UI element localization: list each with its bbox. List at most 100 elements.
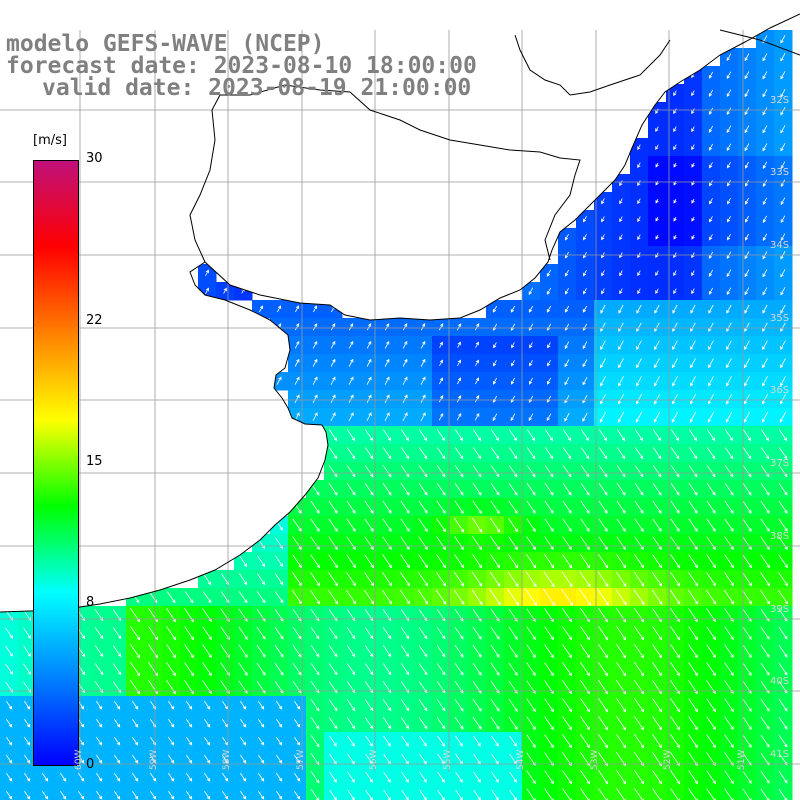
wind-arrow [670, 626, 680, 641]
wind-cell [486, 786, 505, 800]
wind-arrow [276, 376, 282, 385]
wind-arrow [420, 323, 426, 331]
wind-arrow [402, 323, 408, 331]
wind-arrow [762, 269, 768, 278]
wind-arrow [673, 216, 677, 222]
wind-arrow [330, 412, 336, 422]
colorbar-unit: [m/s] [33, 133, 67, 148]
wind-arrow [673, 144, 677, 151]
wind-arrow [744, 89, 750, 98]
wind-cell [108, 786, 127, 800]
wind-arrow [148, 608, 158, 623]
wind-arrow [184, 644, 194, 659]
wind-arrow [400, 717, 410, 730]
wind-arrow [472, 716, 482, 730]
wind-arrow [529, 377, 533, 385]
wind-arrow [762, 53, 768, 62]
wind-arrow [364, 717, 374, 730]
wind-arrow [636, 304, 642, 314]
wind-arrow [365, 735, 373, 747]
wind-arrow [544, 788, 554, 800]
wind-arrow [454, 429, 464, 442]
lat-lon-grid [0, 30, 800, 772]
wind-arrow [670, 734, 680, 749]
wind-arrow [706, 500, 716, 514]
wind-arrow [95, 772, 103, 782]
wind-arrow [418, 536, 428, 550]
wind-arrow [257, 772, 265, 782]
wind-arrow [618, 304, 624, 314]
wind-arrow [742, 465, 752, 478]
wind-arrow [727, 198, 731, 205]
wind-arrow [95, 790, 103, 800]
wind-arrow [167, 700, 175, 710]
wind-arrow [742, 698, 752, 712]
wind-arrow [23, 754, 31, 764]
wind-arrow [637, 216, 641, 223]
wind-arrow [672, 340, 678, 351]
wind-arrow [780, 35, 786, 44]
wind-arrow [418, 663, 428, 676]
wind-arrow [598, 770, 608, 785]
wind-arrow [655, 198, 659, 204]
wind-arrow [436, 447, 446, 460]
wind-arrow [400, 500, 410, 514]
wind-arrow [598, 518, 608, 532]
wind-arrow [600, 322, 606, 332]
wind-arrow [673, 288, 677, 295]
wind-arrow [546, 287, 552, 295]
wind-arrow [688, 482, 698, 496]
wind-arrow [673, 108, 677, 115]
wind-arrow [780, 71, 786, 80]
wind-arrow [292, 536, 302, 550]
wind-arrow [384, 376, 390, 385]
wind-arrow [727, 180, 731, 187]
wind-arrow [528, 305, 534, 313]
wind-arrow [312, 340, 318, 349]
lon-label: 54W [516, 749, 526, 770]
wind-arrow [292, 518, 302, 532]
wind-cell [540, 786, 559, 800]
wind-arrow [778, 572, 788, 587]
wind-arrow [346, 429, 356, 442]
wind-arrow [418, 465, 428, 478]
wind-arrow [275, 790, 283, 800]
wind-arrow [654, 340, 660, 351]
wind-arrow [655, 288, 659, 295]
wind-arrow [601, 270, 605, 277]
wind-arrow [436, 500, 446, 514]
wind-arrow [634, 662, 645, 677]
wind-arrow [778, 465, 788, 478]
wind-arrow [725, 411, 733, 423]
title-forecast-date: forecast date: 2023-08-10 18:00:00 [6, 53, 477, 79]
wind-arrow [293, 790, 301, 800]
wind-arrow [582, 377, 588, 386]
wind-arrow [562, 752, 572, 767]
wind-arrow [637, 288, 641, 295]
wind-arrow [292, 572, 302, 587]
wind-arrow [347, 789, 355, 800]
wind-arrow [706, 447, 716, 460]
wind-arrow [635, 411, 643, 423]
wind-arrow [762, 340, 768, 351]
wind-arrow [131, 700, 139, 710]
wind-arrow [636, 340, 642, 351]
wind-arrow [778, 447, 788, 460]
wind-arrow [780, 197, 786, 206]
wind-arrow [420, 394, 426, 404]
wind-arrow [310, 645, 320, 658]
wind-arrow [453, 589, 465, 605]
wind-arrow [382, 699, 392, 712]
wind-arrow [544, 465, 554, 478]
wind-arrow [472, 536, 482, 551]
wind-arrow [439, 377, 443, 385]
wind-arrow [382, 429, 392, 442]
wind-arrow [708, 107, 714, 115]
wind-arrow [149, 772, 157, 782]
wind-arrow [544, 626, 554, 641]
wind-arrow [472, 500, 482, 514]
lon-label: 57W [296, 749, 306, 770]
wind-arrow [726, 358, 732, 369]
wind-arrow [203, 772, 211, 782]
wind-arrow [619, 270, 623, 277]
